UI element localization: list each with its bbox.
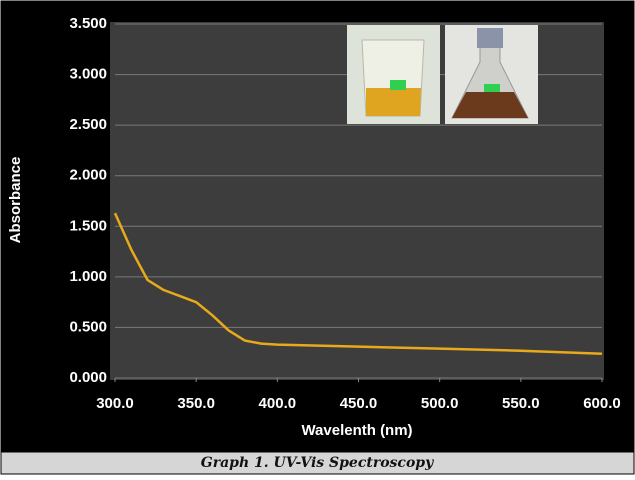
y-tick-label: 2.000 (69, 167, 107, 184)
y-tick-label: 1.500 (69, 217, 107, 234)
y-tick-label: 0.000 (69, 369, 107, 386)
y-tick-label: 2.500 (69, 116, 107, 133)
x-tick-label: 550.0 (502, 395, 540, 412)
x-tick-label: 350.0 (177, 395, 215, 412)
flask-label (484, 84, 500, 92)
x-tick-label: 600.0 (583, 395, 621, 412)
beaker-label (390, 80, 406, 90)
x-tick-label: 450.0 (340, 395, 378, 412)
y-axis-label: Absorbance (7, 157, 24, 244)
beaker-liquid (366, 88, 421, 116)
y-tick-label: 3.500 (69, 15, 107, 32)
x-tick-label: 300.0 (96, 395, 134, 412)
y-tick-label: 0.500 (69, 318, 107, 335)
x-tick-label: 400.0 (259, 395, 297, 412)
y-tick-label: 1.000 (69, 268, 107, 285)
caption: Graph 1. UV-Vis Spectroscopy (201, 455, 434, 471)
y-tick-label: 3.000 (69, 66, 107, 83)
flask-foil (477, 28, 503, 48)
x-tick-label: 500.0 (421, 395, 459, 412)
chart: Graph 1. UV-Vis Spectroscopy Wavelenth (… (0, 0, 635, 475)
x-axis-label: Wavelenth (nm) (301, 422, 412, 439)
